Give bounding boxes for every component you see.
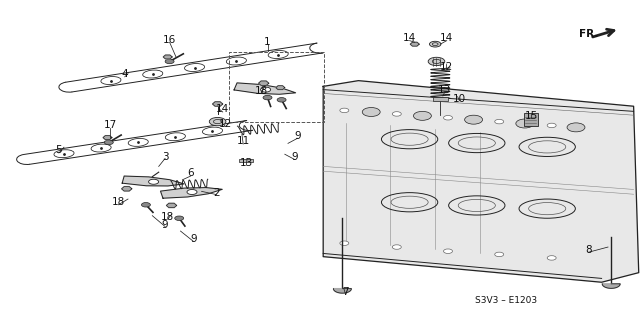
Polygon shape [166,203,177,208]
Polygon shape [161,188,222,198]
Text: FR.: FR. [579,28,598,39]
Text: 3: 3 [162,152,168,162]
Text: 7: 7 [342,287,349,297]
Text: 9: 9 [162,220,168,230]
Circle shape [392,245,401,249]
Circle shape [444,116,452,120]
Circle shape [429,41,441,47]
Text: 4: 4 [122,69,128,79]
Text: 18: 18 [255,86,268,96]
Bar [229,52,324,122]
Text: 9: 9 [291,152,298,163]
Circle shape [428,57,445,66]
Text: 18: 18 [112,197,125,207]
Circle shape [209,117,226,126]
Text: S3V3 – E1203: S3V3 – E1203 [474,296,537,305]
Text: 14: 14 [440,33,453,44]
Text: 14: 14 [216,104,229,115]
Text: 10: 10 [453,93,466,104]
Bar [433,97,448,101]
Circle shape [340,108,349,113]
Text: 6: 6 [188,168,194,179]
Circle shape [547,123,556,128]
Text: 13: 13 [438,84,451,95]
Text: 16: 16 [163,35,176,45]
Text: 12: 12 [440,62,452,72]
Circle shape [104,140,113,145]
Bar [239,159,253,162]
Circle shape [165,59,174,64]
Circle shape [277,98,286,102]
Text: 11: 11 [237,136,250,147]
Polygon shape [212,102,223,106]
Circle shape [547,256,556,260]
Circle shape [260,87,271,92]
Text: 12: 12 [219,119,232,129]
Circle shape [340,241,349,245]
Polygon shape [410,42,419,46]
Text: 13: 13 [240,157,253,168]
Text: 2: 2 [213,188,220,198]
Circle shape [444,249,452,253]
Circle shape [567,123,585,132]
Text: 5: 5 [56,145,62,156]
Polygon shape [163,55,172,59]
Bar [524,113,538,126]
Circle shape [263,95,272,100]
Polygon shape [234,83,296,94]
Circle shape [175,216,184,220]
Text: 9: 9 [190,234,196,244]
Circle shape [495,119,504,124]
Polygon shape [333,289,351,293]
Text: 15: 15 [525,111,538,121]
Circle shape [465,115,483,124]
Polygon shape [323,81,639,282]
Polygon shape [276,86,285,90]
Polygon shape [122,176,184,186]
Circle shape [392,112,401,116]
Circle shape [148,179,159,184]
Circle shape [187,189,197,195]
Text: 9: 9 [294,131,301,141]
Polygon shape [122,187,132,191]
Text: 8: 8 [586,245,592,255]
Circle shape [516,119,534,128]
Text: 17: 17 [104,120,116,131]
Text: 14: 14 [403,33,416,44]
Polygon shape [602,284,620,288]
Circle shape [413,111,431,120]
Polygon shape [103,136,112,140]
Circle shape [495,252,504,257]
Circle shape [141,203,150,207]
Circle shape [362,108,380,116]
Text: 1: 1 [264,36,271,47]
Text: 18: 18 [161,212,174,222]
Polygon shape [259,81,269,85]
